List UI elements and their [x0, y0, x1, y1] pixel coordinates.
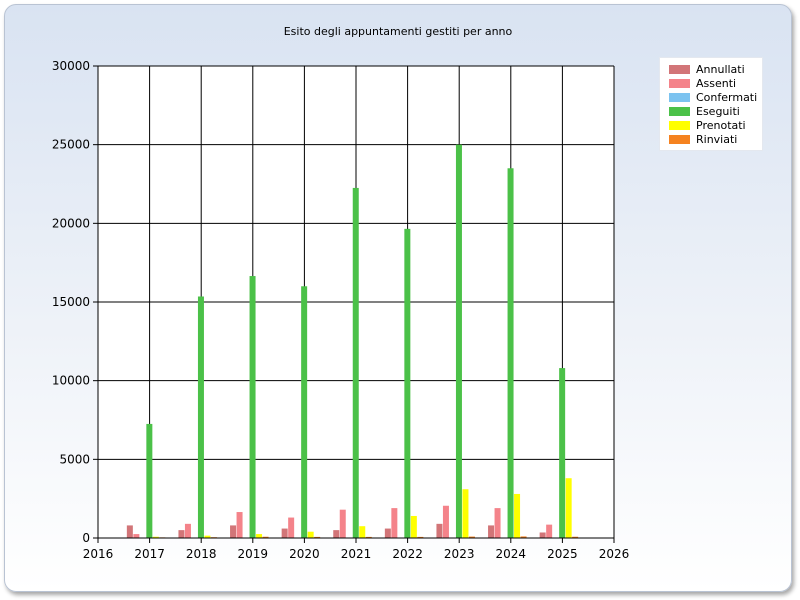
legend-item-assenti: Assenti — [669, 76, 762, 90]
bar-assenti-2022 — [391, 508, 398, 538]
bar-assenti-2017 — [133, 534, 140, 538]
chart-bars — [126, 144, 579, 539]
bar-assenti-2025 — [546, 524, 553, 538]
bar-assenti-2020 — [288, 517, 295, 538]
bar-prenotati-2020 — [307, 531, 314, 538]
bar-rinviati-2020 — [314, 536, 321, 538]
y-tick-label: 10000 — [52, 374, 90, 388]
legend-label: Rinviati — [696, 132, 738, 146]
bar-assenti-2018 — [184, 523, 191, 538]
legend-swatch — [669, 64, 690, 74]
chart-legend: Annullati Assenti Confermati Eseguiti Prenot… — [659, 57, 763, 151]
x-tick-label: 2022 — [392, 547, 423, 561]
bar-annullati-2018 — [178, 530, 185, 538]
bar-rinviati-2025 — [572, 536, 579, 538]
y-tick-label: 20000 — [52, 216, 90, 230]
legend-swatch — [669, 120, 690, 130]
bar-assenti-2023 — [442, 505, 449, 538]
bar-rinviati-2021 — [365, 536, 372, 538]
bar-eseguiti-2018 — [197, 296, 204, 538]
bar-assenti-2021 — [339, 509, 346, 538]
bar-rinviati-2019 — [262, 536, 269, 538]
x-tick-label: 2019 — [238, 547, 269, 561]
bar-eseguiti-2020 — [301, 286, 308, 538]
bar-prenotati-2024 — [514, 493, 521, 538]
legend-label: Assenti — [696, 76, 737, 90]
bar-rinviati-2024 — [520, 536, 527, 538]
x-tick-label: 2020 — [289, 547, 320, 561]
legend-item-confermati: Confermati — [669, 90, 762, 104]
bar-eseguiti-2024 — [507, 168, 514, 538]
y-tick-label: 15000 — [52, 295, 90, 309]
bar-prenotati-2022 — [410, 515, 417, 538]
x-tick-label: 2021 — [341, 547, 372, 561]
bar-eseguiti-2021 — [352, 187, 359, 538]
bar-eseguiti-2017 — [146, 423, 153, 538]
bar-eseguiti-2023 — [455, 144, 462, 539]
legend-label: Confermati — [696, 90, 758, 104]
legend-label: Annullati — [696, 62, 745, 76]
bar-annullati-2019 — [230, 525, 237, 538]
bar-eseguiti-2025 — [559, 368, 566, 538]
x-tick-label: 2024 — [496, 547, 527, 561]
legend-item-eseguiti: Eseguiti — [669, 104, 762, 118]
bar-annullati-2017 — [126, 525, 133, 538]
bar-prenotati-2018 — [204, 535, 211, 538]
legend-swatch — [669, 134, 690, 144]
bar-assenti-2019 — [236, 512, 243, 538]
bar-annullati-2022 — [384, 528, 391, 538]
x-tick-label: 2023 — [444, 547, 475, 561]
legend-item-annullati: Annullati — [669, 62, 762, 76]
legend-label: Prenotati — [696, 118, 746, 132]
bar-assenti-2024 — [494, 508, 501, 538]
x-tick-label: 2016 — [83, 547, 114, 561]
legend-item-prenotati: Prenotati — [669, 118, 762, 132]
legend-swatch — [669, 78, 690, 88]
x-tick-label: 2018 — [186, 547, 217, 561]
bar-rinviati-2022 — [417, 536, 424, 538]
bar-annullati-2024 — [488, 525, 495, 538]
y-tick-label: 30000 — [52, 59, 90, 73]
bar-eseguiti-2022 — [404, 228, 411, 538]
bar-prenotati-2025 — [565, 478, 572, 538]
x-tick-label: 2017 — [134, 547, 165, 561]
y-tick-label: 5000 — [59, 452, 90, 466]
bar-prenotati-2017 — [152, 536, 159, 538]
bar-prenotati-2019 — [256, 534, 263, 538]
legend-item-rinviati: Rinviati — [669, 132, 762, 146]
x-tick-label: 2025 — [547, 547, 578, 561]
legend-label: Eseguiti — [696, 104, 740, 118]
bar-prenotati-2023 — [462, 489, 469, 538]
bar-eseguiti-2019 — [249, 276, 256, 538]
x-tick-label: 2026 — [599, 547, 630, 561]
chart-title: Esito degli appuntamenti gestiti per ann… — [283, 25, 513, 38]
legend-swatch — [669, 106, 690, 116]
bar-annullati-2023 — [436, 523, 443, 538]
legend-swatch — [669, 92, 690, 102]
bar-prenotati-2021 — [359, 526, 366, 538]
bar-annullati-2020 — [281, 528, 288, 538]
chart-axes — [93, 65, 615, 543]
bar-annullati-2025 — [539, 532, 546, 538]
chart-tick-labels: 2016 2017 2018 2019 2020 2021 2022 2023 2024 2025… — [52, 59, 629, 561]
y-tick-label: 0 — [82, 531, 90, 545]
bar-rinviati-2023 — [468, 536, 475, 538]
bar-annullati-2021 — [333, 530, 340, 538]
y-tick-label: 25000 — [52, 138, 90, 152]
